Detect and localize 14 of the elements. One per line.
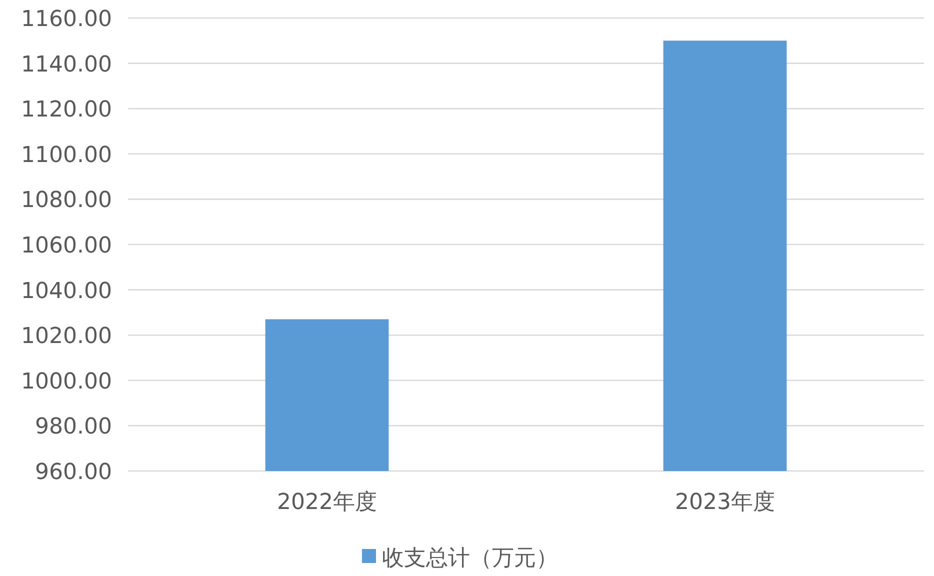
legend-label: 收支总计（万元） — [382, 546, 558, 571]
y-tick-label: 1000.00 — [21, 369, 112, 394]
x-tick-label: 2023年度 — [675, 490, 775, 515]
y-tick-label: 1020.00 — [21, 324, 112, 350]
y-tick-label: 1160.00 — [21, 7, 112, 32]
y-tick-label: 1120.00 — [21, 98, 112, 123]
y-tick-label: 960.00 — [35, 460, 112, 485]
y-tick-label: 1100.00 — [21, 142, 112, 168]
y-tick-label: 1140.00 — [21, 52, 112, 78]
y-tick-label: 1080.00 — [21, 188, 112, 214]
x-tick-label: 2022年度 — [277, 490, 377, 515]
y-tick-label: 980.00 — [35, 414, 112, 440]
y-tick-label: 1060.00 — [21, 234, 112, 258]
y-tick-label: 1040.00 — [21, 278, 112, 304]
